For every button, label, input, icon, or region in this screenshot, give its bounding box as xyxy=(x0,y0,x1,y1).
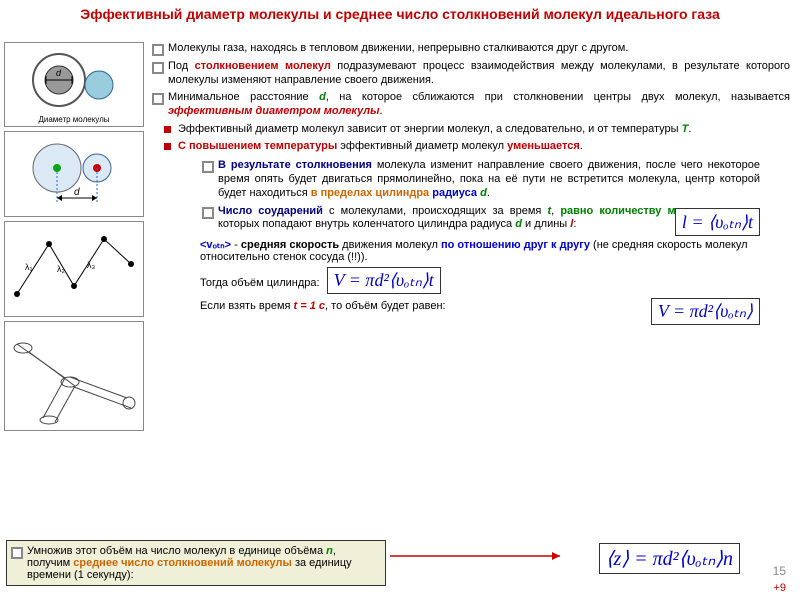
text-column: Молекулы газа, находясь в тепловом движе… xyxy=(150,42,790,312)
formula-volume-t1: V = πd²⟨υₒₜₙ⟩ xyxy=(651,298,760,325)
zigzag-path-icon: λ₁ λ₂ λ₃ xyxy=(9,224,139,314)
para-volume-t1: Если взять время t = 1 c, то объём будет… xyxy=(200,300,760,312)
figure-column: d Диаметр молекулы d λ₁ λ₂ λ₃ xyxy=(4,42,144,435)
formula-z: ⟨z⟩ = πd²⟨υₒₜₙ⟩n xyxy=(599,543,740,574)
bent-cylinder-icon xyxy=(9,324,139,428)
figure-path: λ₁ λ₂ λ₃ xyxy=(4,221,144,317)
molecule-diameter-icon: d xyxy=(19,45,129,115)
page-title: Эффективный диаметр молекулы и среднее ч… xyxy=(0,0,800,27)
sub-1: Эффективный диаметр молекул зависит от э… xyxy=(178,123,790,137)
bullet-4: В результате столкновения молекула измен… xyxy=(218,159,760,200)
bullet-3: Минимальное расстояние d, на которое сбл… xyxy=(168,91,790,119)
figure-cylinder xyxy=(4,321,144,431)
arrow-icon xyxy=(390,550,570,562)
plus-counter: +9 xyxy=(773,582,786,594)
bullet-2: Под столкновением молекул подразумевают … xyxy=(168,60,790,88)
bullet-1: Молекулы газа, находясь в тепловом движе… xyxy=(168,42,790,56)
figure-diameter-1: d Диаметр молекулы xyxy=(4,42,144,127)
summary-box: Умножив этот объём на число молекул в ед… xyxy=(6,540,386,586)
para-vrel: <vₒₜₙ> - средняя скорость движения молек… xyxy=(200,238,760,263)
svg-text:λ₁: λ₁ xyxy=(25,262,33,272)
bullet-5: Число соударений с молекулами, происходя… xyxy=(218,205,760,233)
figure-caption-1: Диаметр молекулы xyxy=(7,115,141,124)
para-volume: Тогда объём цилиндра: V = πd²⟨υₒₜₙ⟩t xyxy=(200,267,760,294)
page-number: 15 xyxy=(773,564,786,578)
figure-diameter-2: d xyxy=(4,131,144,217)
molecule-collision-icon: d xyxy=(19,134,129,214)
svg-text:λ₃: λ₃ xyxy=(87,260,96,270)
svg-text:λ₂: λ₂ xyxy=(57,264,66,274)
svg-text:d: d xyxy=(74,187,80,198)
sub-2: С повышением температуры эффективный диа… xyxy=(178,140,790,154)
formula-length: l = ⟨υₒₜₙ⟩t xyxy=(675,208,760,237)
formula-volume: V = πd²⟨υₒₜₙ⟩t xyxy=(327,267,441,294)
